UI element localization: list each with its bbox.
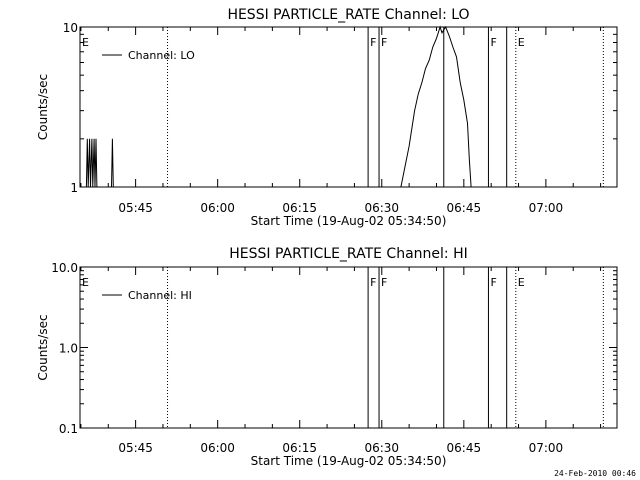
- event-marker-label: F: [490, 276, 496, 289]
- x-tick-label: 07:00: [529, 201, 564, 215]
- chart-panel-0: HESSI PARTICLE_RATE Channel: LO Counts/se…: [36, 7, 618, 228]
- event-marker-label: E: [518, 36, 525, 49]
- chart-title: HESSI PARTICLE_RATE Channel: HI: [229, 246, 467, 262]
- x-tick-label: 06:45: [447, 441, 482, 455]
- x-tick-label: 06:15: [282, 201, 317, 215]
- x-tick-label: 06:45: [447, 201, 482, 215]
- x-tick-label: 06:00: [200, 441, 235, 455]
- legend-label: Channel: LO: [128, 49, 195, 62]
- y-tick-label: 1: [70, 181, 78, 195]
- x-tick-label: 06:00: [200, 201, 235, 215]
- y-tick-label: 1.0: [59, 342, 78, 356]
- x-tick-label: 07:00: [529, 441, 564, 455]
- x-tick-label: 06:30: [364, 201, 399, 215]
- x-tick-label: 05:45: [118, 201, 153, 215]
- event-marker-label: E: [82, 36, 89, 49]
- x-tick-label: 06:30: [364, 441, 399, 455]
- y-tick-label: 0.1: [59, 422, 78, 436]
- y-tick-label: 10: [63, 21, 78, 35]
- event-marker-label: F: [370, 276, 376, 289]
- x-axis-label: Start Time (19-Aug-02 05:34:50): [251, 454, 447, 468]
- series-line: [85, 25, 472, 188]
- event-marker-label: E: [82, 276, 89, 289]
- plot-timestamp: 24-Feb-2010 00:46: [554, 469, 636, 478]
- x-tick-label: 06:15: [282, 441, 317, 455]
- event-marker-label: F: [370, 36, 376, 49]
- y-tick-label: 10.0: [51, 261, 78, 275]
- x-tick-label: 05:45: [118, 441, 153, 455]
- event-marker-label: F: [381, 276, 387, 289]
- y-axis-label: Counts/sec: [36, 74, 50, 140]
- chart-panel-1: HESSI PARTICLE_RATE Channel: HI Counts/se…: [36, 246, 618, 468]
- legend-label: Channel: HI: [128, 289, 192, 302]
- event-marker-label: E: [518, 276, 525, 289]
- chart-title: HESSI PARTICLE_RATE Channel: LO: [227, 7, 469, 23]
- y-axis-label: Counts/sec: [36, 314, 50, 380]
- event-marker-label: F: [381, 36, 387, 49]
- event-marker-label: F: [490, 36, 496, 49]
- x-axis-label: Start Time (19-Aug-02 05:34:50): [251, 214, 447, 228]
